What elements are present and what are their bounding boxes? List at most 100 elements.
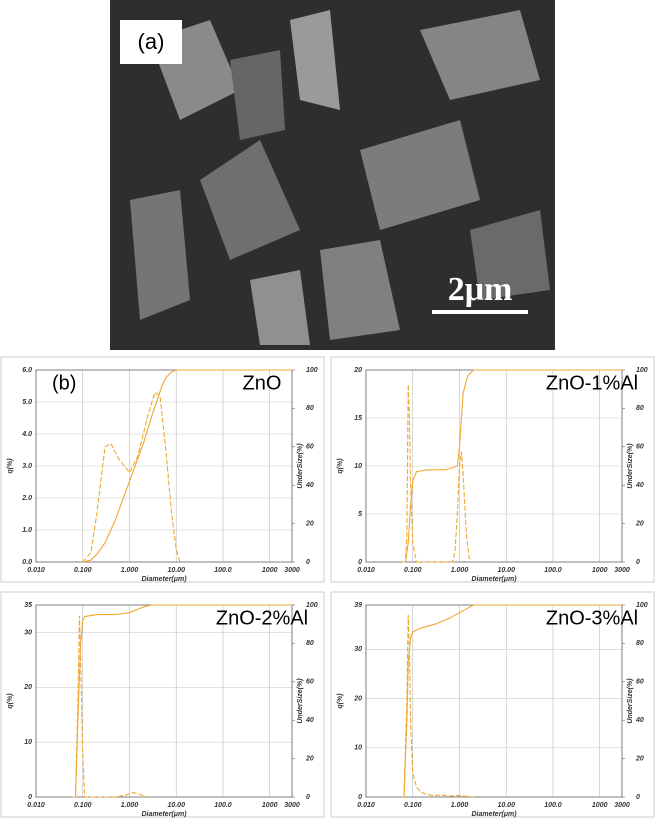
scale-bar-label: 2μm [448, 271, 513, 308]
x-axis-label: Diameter(μm) [141, 576, 187, 583]
x-tick-label: 10.00 [497, 802, 515, 809]
y-tick-label: 39 [354, 602, 362, 609]
x-tick-label: 3000 [614, 802, 630, 809]
x-tick-label: 0.100 [74, 567, 92, 574]
y-tick-label: 10 [354, 745, 362, 752]
chart-title: ZnO-1%Al [546, 372, 638, 394]
y-tick-label: 30 [24, 629, 32, 636]
y2-tick-label: 0 [636, 559, 640, 566]
y-tick-label: 20 [353, 367, 362, 374]
y2-tick-label: 40 [635, 717, 644, 724]
y2-tick-label: 40 [635, 482, 644, 489]
panel-label: (b) [52, 372, 76, 394]
chart-title: ZnO [243, 372, 282, 394]
y-tick-label: 5.0 [22, 399, 32, 406]
y-tick-label: 1.0 [22, 527, 32, 534]
x-tick-label: 3000 [284, 567, 300, 574]
y2-tick-label: 100 [636, 602, 648, 609]
y2-tick-label: 80 [306, 405, 314, 412]
x-tick-label: 0.010 [357, 802, 375, 809]
y2-tick-label: 100 [306, 367, 318, 374]
y2-tick-label: 40 [305, 482, 314, 489]
y-tick-label: 30 [354, 646, 362, 653]
y-tick-label: 6.0 [22, 367, 32, 374]
chart-title: ZnO-2%Al [216, 607, 308, 629]
y2-tick-label: 20 [635, 755, 644, 762]
x-tick-label: 1.000 [121, 567, 139, 574]
y2-tick-label: 100 [636, 367, 648, 374]
data-line [402, 614, 474, 798]
chart-panel: 0.010 0.100 1.000 10.00 100.0 1000 30000102030… [330, 591, 655, 818]
data-line [82, 391, 181, 563]
x-tick-label: 1.000 [121, 802, 139, 809]
x-tick-label: 1000 [262, 567, 278, 574]
y-tick-label: 10 [24, 739, 32, 746]
chart-panel: 0.010 0.100 1.000 10.00 100.0 1000 30000.01.02… [0, 356, 325, 583]
y-tick-label: 0 [28, 794, 32, 801]
y2-tick-label: 40 [305, 717, 314, 724]
y2-tick-label: 60 [636, 444, 644, 451]
x-tick-label: 1000 [592, 802, 608, 809]
x-tick-label: 1000 [592, 567, 608, 574]
x-tick-label: 10.00 [167, 802, 185, 809]
x-tick-label: 100.0 [214, 802, 232, 809]
y-tick-label: 35 [24, 602, 32, 609]
chart-title: ZnO-3%Al [546, 607, 638, 629]
y2-tick-label: 80 [306, 640, 314, 647]
data-line [402, 384, 472, 563]
y2-tick-label: 60 [636, 679, 644, 686]
panel-frame [330, 591, 655, 818]
x-tick-label: 100.0 [544, 567, 562, 574]
y2-axis-label: UnderSize(%) [297, 678, 304, 724]
y-tick-label: 5 [358, 511, 362, 518]
x-tick-label: 3000 [284, 802, 300, 809]
y-axis-label: q(%) [7, 458, 14, 474]
y-tick-label: 20 [353, 695, 362, 702]
panel-label: (a) [138, 29, 165, 54]
y2-tick-label: 80 [636, 640, 644, 647]
y2-tick-label: 60 [306, 444, 314, 451]
y-tick-label: 0 [358, 794, 362, 801]
y-axis-label: q(%) [337, 458, 344, 474]
y-tick-label: 0.0 [22, 559, 32, 566]
plot-frame [35, 369, 293, 563]
x-tick-label: 10.00 [497, 567, 515, 574]
y2-tick-label: 20 [305, 755, 314, 762]
y-tick-label: 0 [358, 559, 362, 566]
y2-axis-label: UnderSize(%) [627, 678, 634, 724]
x-tick-label: 1.000 [451, 802, 469, 809]
y-axis-label: q(%) [7, 693, 14, 709]
panel-frame [0, 591, 325, 818]
x-tick-label: 100.0 [544, 802, 562, 809]
x-tick-label: 0.010 [27, 802, 45, 809]
y-tick-label: 20 [23, 684, 32, 691]
x-tick-label: 0.100 [404, 567, 422, 574]
x-tick-label: 10.00 [167, 567, 185, 574]
y-axis-label: q(%) [337, 693, 344, 709]
y-tick-label: 4.0 [21, 431, 32, 438]
data-line [72, 615, 149, 798]
y2-tick-label: 100 [306, 602, 318, 609]
y-tick-label: 3.0 [22, 463, 32, 470]
panel-frame [0, 356, 325, 583]
y2-tick-label: 60 [306, 679, 314, 686]
y-tick-label: 10 [354, 463, 362, 470]
x-tick-label: 100.0 [214, 567, 232, 574]
y2-tick-label: 0 [636, 794, 640, 801]
x-tick-label: 1000 [262, 802, 278, 809]
x-tick-label: 0.100 [74, 802, 92, 809]
y2-tick-label: 80 [636, 405, 644, 412]
y-tick-label: 15 [354, 415, 362, 422]
x-tick-label: 0.010 [357, 567, 375, 574]
y2-tick-label: 20 [635, 520, 644, 527]
panel-frame [330, 356, 655, 583]
data-line [402, 369, 622, 563]
data-line [82, 369, 292, 563]
data-line [72, 604, 292, 798]
y2-tick-label: 20 [305, 520, 314, 527]
data-line [402, 604, 622, 798]
x-axis-label: Diameter(μm) [471, 576, 517, 583]
y2-tick-label: 0 [306, 794, 310, 801]
